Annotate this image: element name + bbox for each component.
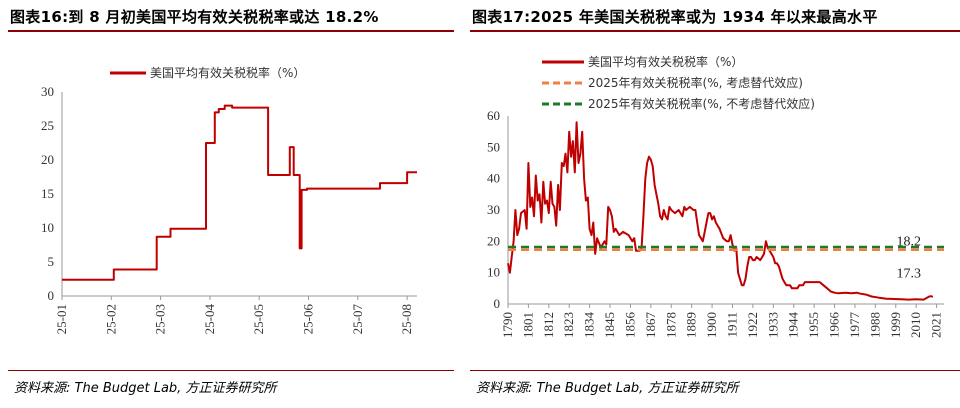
right-y-tick-label: 0 [494,296,501,311]
right-legend-label-1: 2025年有效关税税率(%, 考虑替代效应) [588,75,803,90]
right-x-tick-label: 1812 [541,312,556,338]
right-chart: 0 10 20 30 40 50 60 1790 1801 1812 1823 1834 1845 185… [487,54,944,339]
right-x-tick-label: 1856 [622,312,637,339]
left-x-tick-label: 25-04 [202,304,217,335]
right-x-tick-label: 2010 [908,312,923,338]
right-annotation-0: 18.2 [896,235,921,250]
right-x-tick-label: 1845 [602,312,617,338]
right-x-tick-label: 1900 [704,312,719,338]
right-x-tick-label: 1878 [663,312,678,338]
left-x-tick-label: 25-01 [54,304,69,334]
right-series-line-0 [507,121,934,301]
left-x-tick-label: 25-02 [103,304,118,334]
left-y-tick-label: 0 [48,288,55,303]
right-x-tick-label: 1944 [786,312,801,339]
left-legend-label-0: 美国平均有效关税税率（%） [150,65,305,80]
left-series-line-0 [62,104,417,281]
right-source-note: 资料来源: The Budget Lab, 方正证券研究所 [476,381,739,396]
right-x-tick-label: 1955 [806,312,821,338]
left-chart: 0 5 10 15 20 25 30 25-01 25-02 25-03 25-04 25-05 25-… [41,65,417,335]
right-x-tick-label: 1977 [847,312,862,339]
right-x-tick-label: 1988 [867,312,882,338]
left-y-tick-label: 5 [48,254,55,269]
right-x-tick-label: 1867 [643,312,658,339]
right-legend-label-2: 2025年有效关税税率(%, 不考虑替代效应) [588,96,815,111]
right-x-tick-label: 1801 [520,312,535,338]
right-chart-panel: 图表17:2025 年美国关税税率或为 1934 年以来最高水平 0 10 20 30… [462,0,960,408]
right-title-rule [470,30,960,32]
right-legend-label-0: 美国平均有效关税税率（%） [588,54,743,69]
right-x-tick-label: 1999 [888,312,903,338]
right-x-tick-label: 1790 [500,312,515,338]
left-source-note: 资料来源: The Budget Lab, 方正证券研究所 [14,381,277,396]
left-y-tick-label: 10 [41,220,54,235]
right-y-tick-label: 20 [487,233,500,248]
left-x-tick-label: 25-08 [399,304,414,334]
right-y-tick-label: 60 [487,108,500,123]
left-x-tick-label: 25-06 [301,304,316,335]
left-chart-panel: 图表16:到 8 月初美国平均有效关税税率或达 18.2% 0 5 10 15 20 25… [0,0,472,408]
left-source-rule [8,370,454,371]
left-title-rule [8,30,454,32]
right-x-tick-label: 1834 [582,312,597,339]
right-x-tick-label: 1966 [827,312,842,339]
right-x-tick-label: 2021 [929,312,944,338]
right-annotation-1: 17.3 [896,266,921,281]
right-y-tick-label: 30 [487,202,500,217]
left-y-tick-label: 25 [41,118,54,133]
right-x-tick-label: 1922 [745,312,760,338]
right-x-tick-label: 1823 [561,312,576,338]
left-chart-title: 图表16:到 8 月初美国平均有效关税税率或达 18.2% [10,8,379,26]
left-y-tick-label: 15 [41,186,54,201]
right-source-rule [470,370,960,371]
left-y-tick-label: 20 [41,152,54,167]
left-y-tick-label: 30 [41,84,54,99]
left-x-tick-label: 25-05 [251,304,266,334]
right-y-tick-label: 50 [487,139,500,154]
right-y-tick-label: 40 [487,171,500,186]
right-chart-title: 图表17:2025 年美国关税税率或为 1934 年以来最高水平 [472,8,878,26]
right-x-tick-label: 1933 [765,312,780,338]
left-x-tick-label: 25-07 [350,304,365,335]
right-y-tick-label: 10 [487,265,500,280]
left-x-tick-label: 25-03 [153,304,168,334]
right-x-tick-label: 1911 [724,312,739,338]
right-x-tick-label: 1889 [684,312,699,338]
